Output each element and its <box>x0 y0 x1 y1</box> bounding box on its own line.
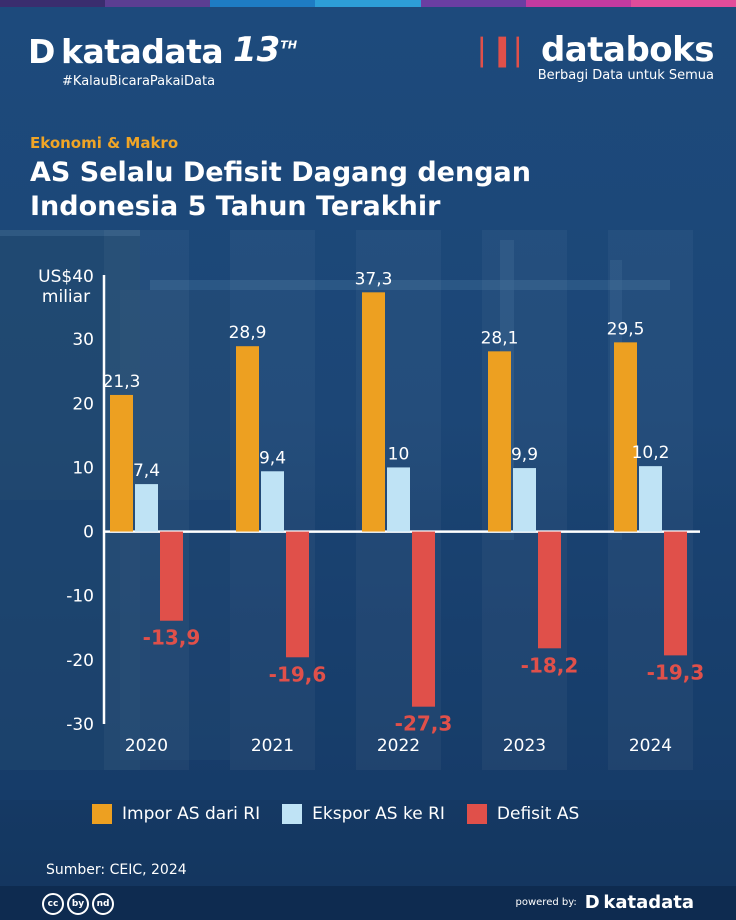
bar-defisit <box>160 531 183 621</box>
stripe-segment <box>0 0 106 7</box>
top-color-stripe <box>0 0 736 7</box>
data-label-defisit: -19,6 <box>269 662 327 686</box>
bar-ekspor <box>513 468 536 532</box>
bar-defisit <box>538 531 561 649</box>
databoks-brand-text: databoks <box>540 30 715 70</box>
powered-by-label: powered by: <box>515 897 577 908</box>
powered-by[interactable]: powered by: D katadata <box>516 892 695 913</box>
stripe-segment <box>630 0 736 7</box>
y-tick-label: 30 <box>72 330 94 350</box>
chart-title: AS Selalu Defisit Dagang dengan Indonesi… <box>30 157 531 222</box>
y-axis-unit-top: US$40 <box>38 267 94 287</box>
legend-swatch <box>282 804 303 824</box>
x-tick-label: 2021 <box>251 736 294 756</box>
databoks-logo[interactable]: ▏▍▏ databoks Berbagi Data untuk Semua <box>480 30 715 83</box>
y-tick-label: -30 <box>66 715 94 735</box>
legend-item-defisit: Defisit AS <box>466 804 580 824</box>
bar-ekspor <box>261 471 284 532</box>
legend-label: Ekspor AS ke RI <box>312 804 445 824</box>
legend-label: Defisit AS <box>496 804 580 824</box>
data-label-impor: 28,9 <box>229 323 267 343</box>
bar-chart: US$40 miliar -30 -20 -10 0 10 20 30 21,3 7,4 -13… <box>38 267 705 756</box>
stripe-segment <box>525 0 631 7</box>
powered-by-brand-text: katadata <box>603 892 694 913</box>
bar-impor <box>362 292 385 532</box>
data-label-ekspor: 9,9 <box>511 445 538 465</box>
legend-label: Impor AS dari RI <box>122 804 261 824</box>
data-label-defisit: -19,3 <box>647 660 705 684</box>
anniversary-suffix: TH <box>280 38 298 52</box>
legend-swatch <box>92 804 112 824</box>
data-label-impor: 29,5 <box>607 319 645 339</box>
x-tick-label: 2023 <box>503 736 546 756</box>
anniversary-badge: 13TH <box>233 30 297 70</box>
x-tick-label: 2022 <box>377 736 420 756</box>
legend-item-ekspor: Ekspor AS ke RI <box>282 804 445 824</box>
data-label-defisit: -27,3 <box>395 712 453 736</box>
data-label-ekspor: 10 <box>388 444 410 464</box>
x-tick-label: 2024 <box>629 736 672 756</box>
katadata-tagline: #KalauBicaraPakaiData <box>62 74 216 89</box>
data-label-impor: 28,1 <box>481 328 519 348</box>
bar-defisit <box>286 531 309 658</box>
legend-item-impor: Impor AS dari RI <box>92 804 260 824</box>
bar-ekspor <box>387 467 410 532</box>
x-tick-label: 2020 <box>125 736 168 756</box>
stripe-segment <box>315 0 421 7</box>
katadata-d-icon: D <box>584 892 600 913</box>
source-note: Sumber: CEIC, 2024 <box>46 862 187 878</box>
legend-swatch <box>466 804 487 824</box>
attribution-icon: by <box>67 893 89 915</box>
y-tick-label: -10 <box>66 587 94 607</box>
katadata-logo[interactable]: D katadata 13TH #KalauBicaraPakaiData <box>28 30 297 89</box>
katadata-brand-text: katadata <box>61 32 224 71</box>
stripe-segment <box>210 0 316 7</box>
footer: cc by nd powered by: D katadata <box>0 886 736 920</box>
bar-defisit <box>664 531 687 656</box>
katadata-brand: D katadata <box>28 32 224 71</box>
y-tick-label: -20 <box>66 651 94 671</box>
data-label-defisit: -18,2 <box>521 653 579 677</box>
data-label-impor: 37,3 <box>355 269 393 289</box>
cc-icon: cc <box>42 893 64 915</box>
data-label-ekspor: 9,4 <box>259 448 286 468</box>
data-label-defisit: -13,9 <box>143 626 201 650</box>
y-tick-label: 10 <box>72 458 94 478</box>
bar-impor <box>110 394 133 532</box>
bar-impor <box>236 346 259 532</box>
no-derivatives-icon: nd <box>92 893 114 915</box>
category-label: Ekonomi & Makro <box>30 134 179 152</box>
powered-by-brand: D katadata <box>585 892 694 913</box>
stripe-segment <box>105 0 211 7</box>
bar-defisit <box>412 531 435 707</box>
data-label-ekspor: 7,4 <box>133 461 160 481</box>
legend: Impor AS dari RI Ekspor AS ke RI Defisit A… <box>92 804 579 824</box>
databoks-bars-icon: ▏▍▏ <box>480 38 537 68</box>
bar-impor <box>488 351 511 532</box>
y-axis-unit-bottom: miliar <box>42 287 90 307</box>
data-label-impor: 21,3 <box>103 372 141 392</box>
bar-impor <box>614 342 637 532</box>
y-tick-label: 0 <box>83 523 94 543</box>
license-badge[interactable]: cc by nd <box>42 893 114 915</box>
stripe-segment <box>420 0 526 7</box>
anniversary-number: 13 <box>233 30 281 70</box>
bar-ekspor <box>135 484 158 532</box>
y-tick-label: 20 <box>72 394 94 414</box>
databoks-tagline: Berbagi Data untuk Semua <box>537 68 714 83</box>
data-label-ekspor: 10,2 <box>632 443 670 463</box>
katadata-d-icon: D <box>28 32 55 71</box>
bar-ekspor <box>639 466 662 532</box>
